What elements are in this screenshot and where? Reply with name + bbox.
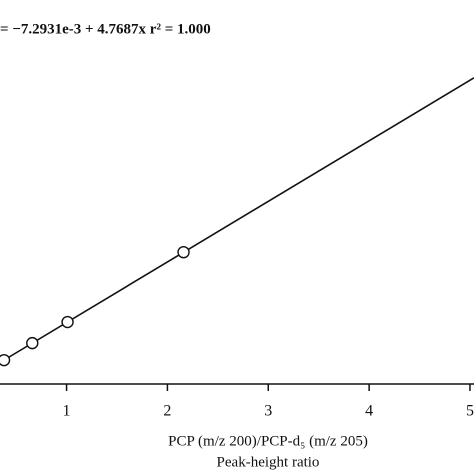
x-tick-label: 1 <box>63 403 71 420</box>
point <box>61 315 74 329</box>
equation: = −7.2931e-3 + 4.7687x r² = 1.000 <box>0 21 211 37</box>
x-axis-label: PCP (m/z 200)/PCP-d₅ (m/z 205) <box>168 433 368 449</box>
x-tick-label: 2 <box>163 403 171 420</box>
x-axis-label-2: Peak-height ratio <box>217 454 320 470</box>
x-tick-label: 5 <box>466 403 474 420</box>
x-tick-label: 3 <box>264 403 272 420</box>
fit-line <box>0 77 474 364</box>
point <box>0 353 11 367</box>
point <box>177 245 190 259</box>
x-tick-label: 4 <box>365 403 373 420</box>
point <box>26 336 39 350</box>
